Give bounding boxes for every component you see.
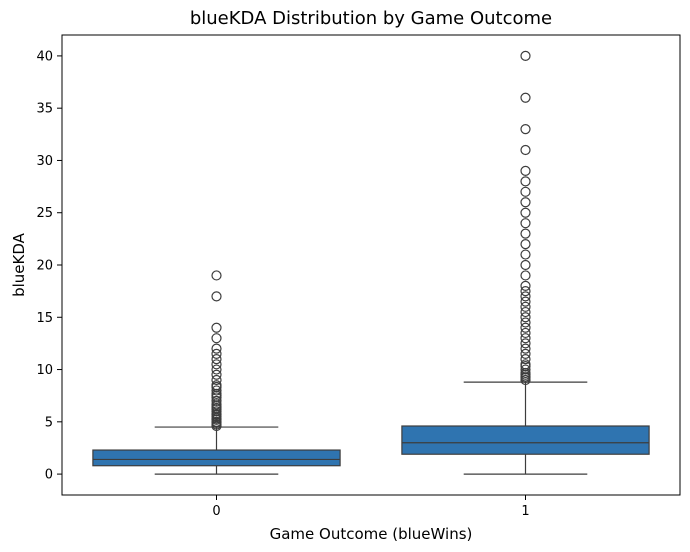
iqr-box bbox=[401, 425, 650, 455]
y-tick-label: 15 bbox=[36, 311, 53, 326]
outlier-point bbox=[211, 291, 222, 302]
outlier-point bbox=[520, 218, 531, 229]
y-tick-label: 20 bbox=[36, 259, 53, 274]
outlier-point bbox=[211, 270, 222, 281]
outlier-point bbox=[520, 291, 531, 302]
y-tick-label: 25 bbox=[36, 206, 53, 221]
outlier-point bbox=[211, 374, 222, 386]
outlier-point bbox=[520, 144, 531, 156]
outlier-point bbox=[520, 312, 531, 323]
outlier-point bbox=[520, 259, 531, 271]
outlier-point bbox=[520, 338, 531, 349]
y-tick-label: 0 bbox=[45, 468, 53, 483]
y-tick-label: 10 bbox=[36, 363, 53, 378]
outlier-point bbox=[520, 359, 531, 370]
outlier-point bbox=[520, 348, 531, 359]
outlier-point bbox=[211, 333, 222, 344]
outlier-point bbox=[520, 123, 531, 135]
outlier-point bbox=[520, 306, 531, 318]
outlier-point bbox=[520, 296, 531, 307]
outlier-point bbox=[520, 270, 531, 281]
outlier-point bbox=[520, 238, 531, 250]
outlier-point bbox=[520, 50, 531, 62]
outlier-point bbox=[520, 301, 531, 312]
outlier-point bbox=[211, 369, 222, 380]
outlier-point bbox=[211, 408, 222, 420]
outlier-point bbox=[520, 327, 531, 339]
outlier-point bbox=[211, 353, 222, 365]
outlier-point bbox=[520, 333, 531, 344]
outlier-point bbox=[211, 395, 222, 407]
outlier-point bbox=[520, 207, 531, 218]
x-axis-label: Game Outcome (blueWins) bbox=[270, 525, 473, 543]
outlier-point bbox=[520, 353, 531, 365]
outlier-point bbox=[520, 228, 531, 239]
y-axis-label: blueKDA bbox=[10, 232, 28, 297]
outlier-point bbox=[520, 92, 531, 103]
outlier-point bbox=[520, 364, 531, 375]
outlier-point bbox=[520, 176, 531, 187]
y-tick-label: 35 bbox=[36, 102, 53, 117]
outlier-point bbox=[520, 165, 531, 177]
outlier-point bbox=[520, 280, 531, 292]
outlier-point bbox=[211, 385, 222, 396]
x-tick-label: 1 bbox=[521, 504, 529, 519]
outlier-point bbox=[520, 322, 531, 333]
outlier-point bbox=[211, 380, 222, 391]
outlier-point bbox=[520, 343, 531, 354]
outlier-point bbox=[520, 249, 531, 260]
outlier-point bbox=[520, 286, 531, 297]
iqr-box bbox=[92, 449, 341, 467]
outlier-point bbox=[211, 359, 222, 370]
outlier-point bbox=[211, 343, 222, 354]
outlier-point bbox=[520, 197, 531, 208]
y-tick-label: 40 bbox=[36, 49, 53, 64]
outlier-point bbox=[211, 348, 222, 359]
x-tick-label: 0 bbox=[212, 504, 220, 519]
chart-title: blueKDA Distribution by Game Outcome bbox=[190, 8, 552, 29]
y-tick-label: 5 bbox=[45, 415, 53, 430]
outlier-point bbox=[211, 364, 222, 375]
outlier-point bbox=[520, 317, 531, 328]
plot-area: 0 5 10 15 20 25 30 35 40 0 1 bbox=[36, 34, 681, 519]
outlier-point bbox=[520, 186, 531, 197]
outlier-point bbox=[211, 322, 222, 333]
y-tick-label: 30 bbox=[36, 154, 53, 169]
